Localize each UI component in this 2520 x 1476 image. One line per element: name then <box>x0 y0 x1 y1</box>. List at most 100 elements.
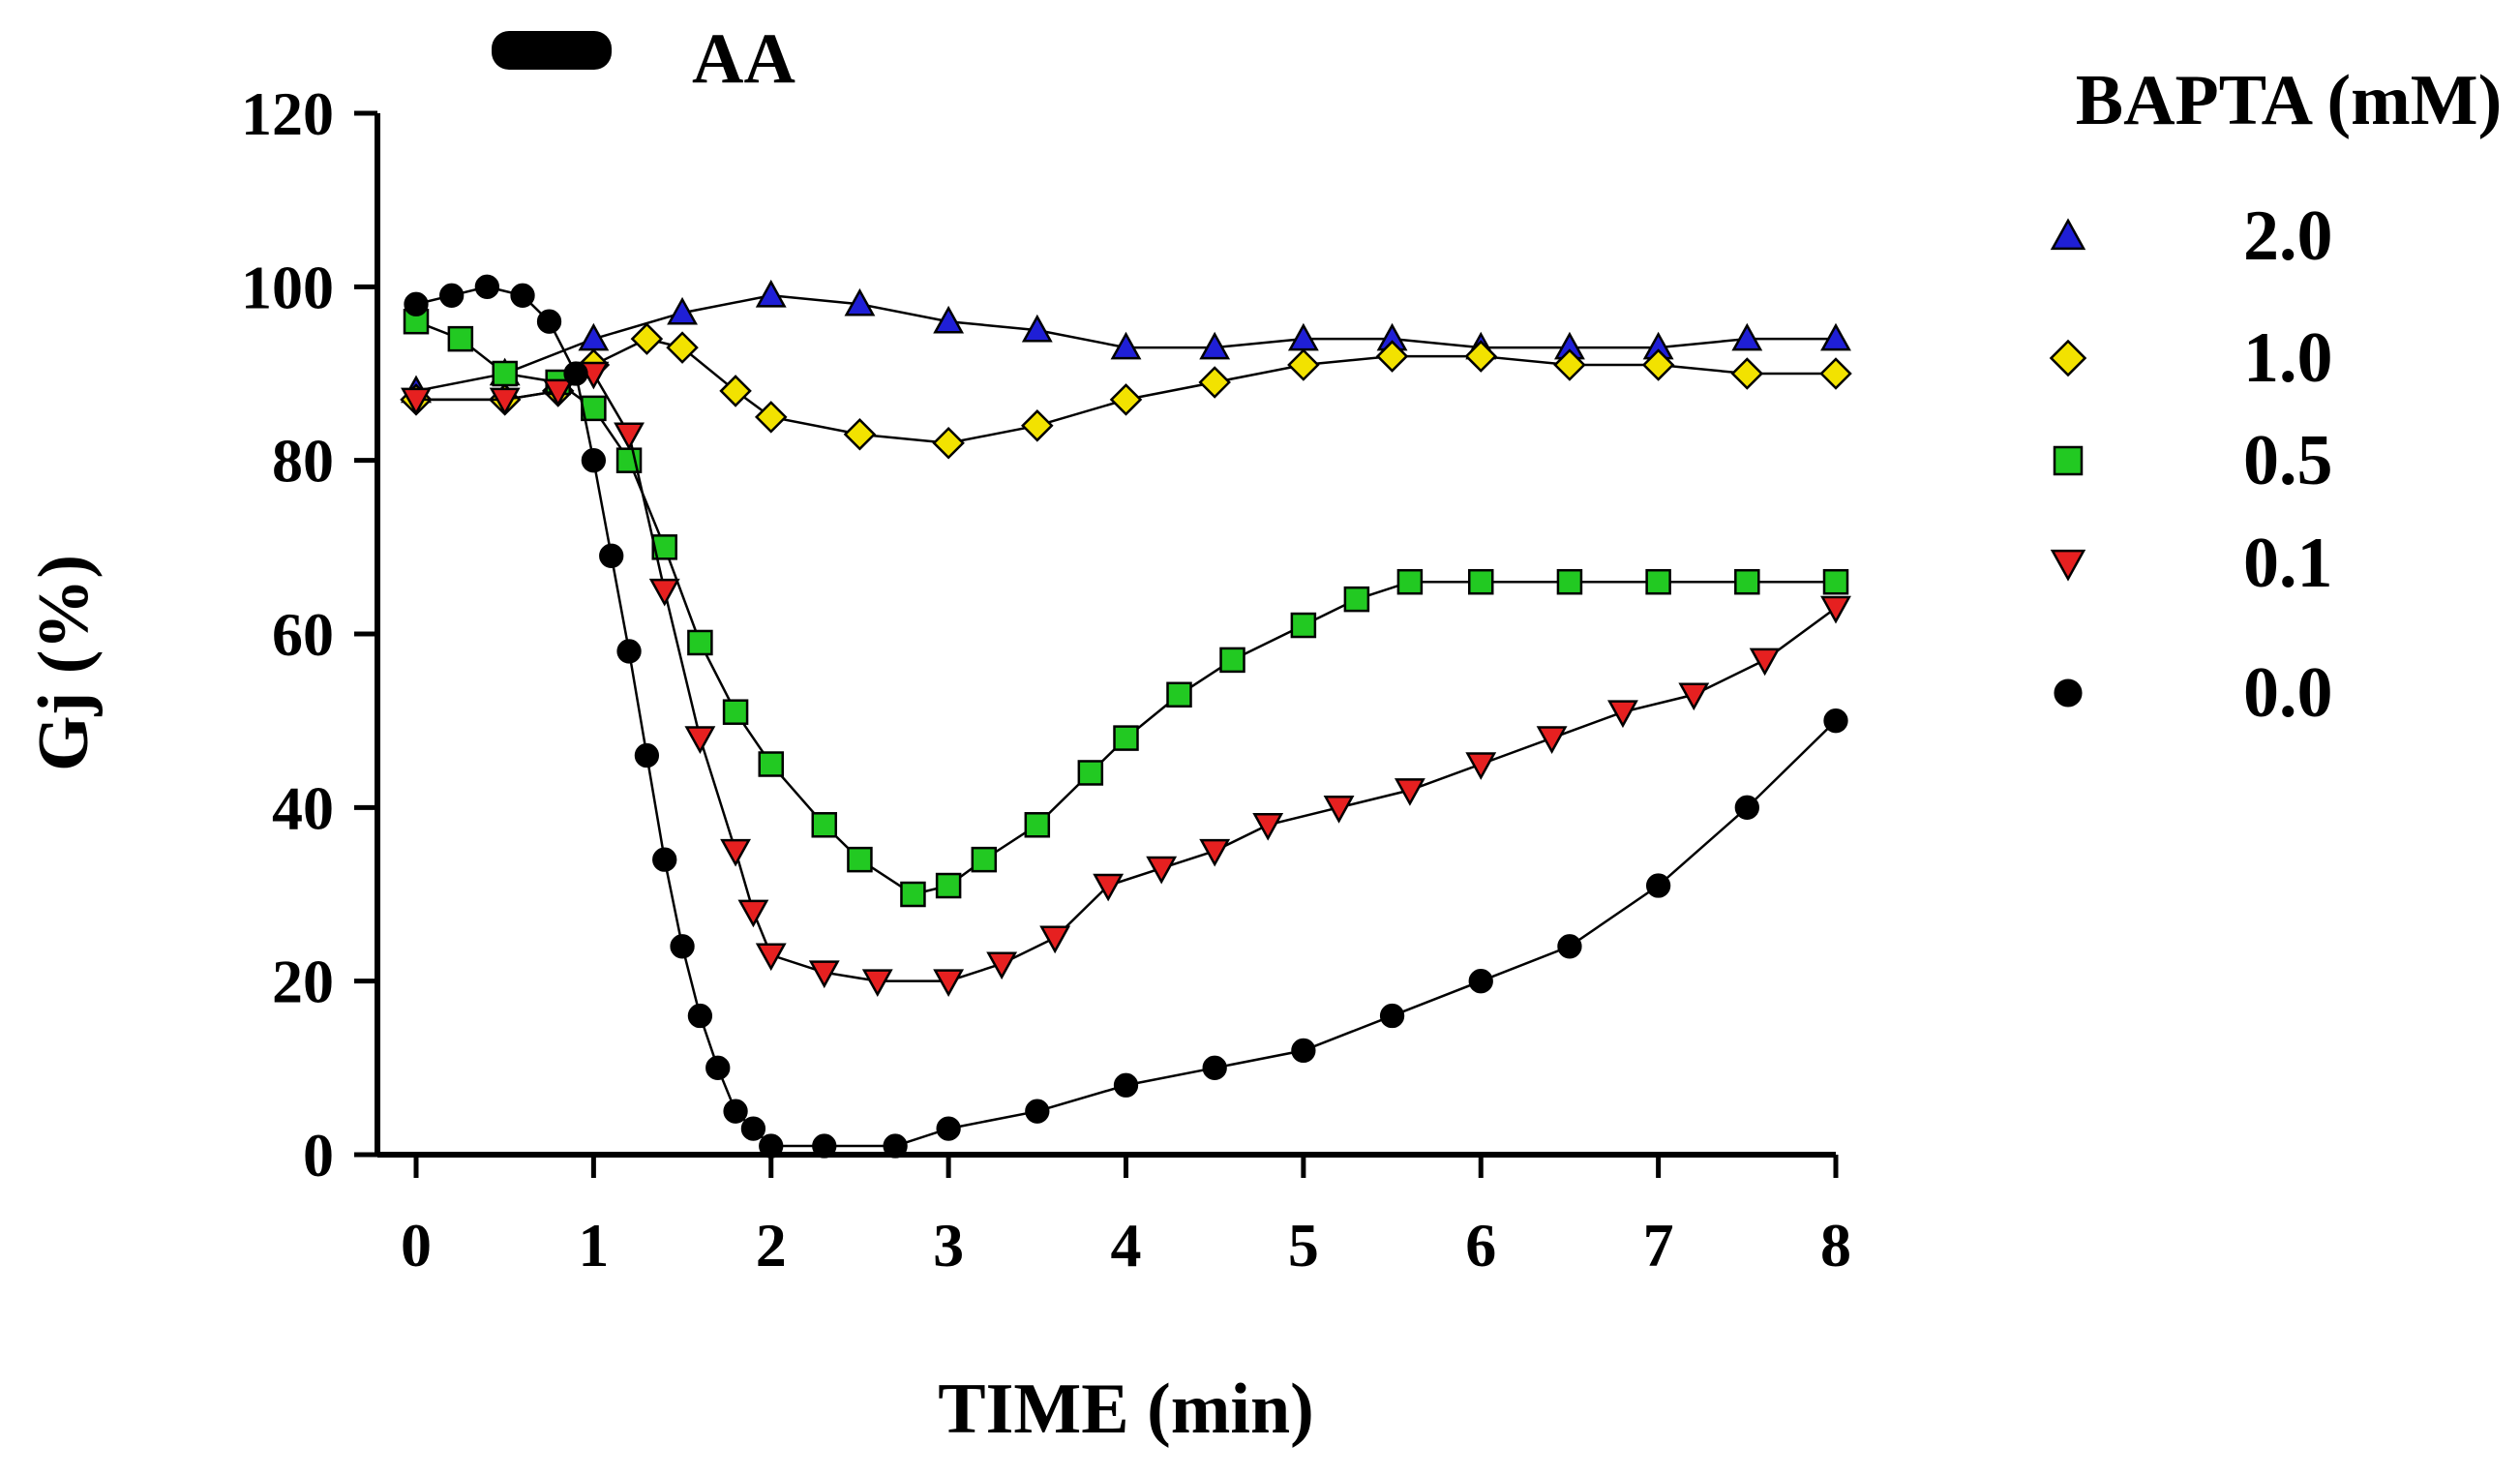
data-point <box>1678 682 1710 711</box>
data-point <box>1375 340 1409 373</box>
data-point <box>1464 340 1498 373</box>
data-point <box>755 279 787 308</box>
data-point <box>1820 595 1851 624</box>
data-point <box>492 360 518 387</box>
data-point <box>1093 873 1125 902</box>
aa-label: AA <box>692 19 795 99</box>
data-point <box>1343 586 1370 613</box>
legend-entry: 0.0 <box>2054 653 2333 733</box>
data-point <box>1021 409 1054 442</box>
data-point <box>1557 934 1582 959</box>
data-point <box>563 361 588 386</box>
aa-bar <box>492 31 612 70</box>
data-point <box>808 960 840 989</box>
data-point <box>1819 357 1852 390</box>
data-point <box>1113 1072 1139 1098</box>
data-point <box>536 309 562 334</box>
data-point <box>634 742 660 768</box>
data-point <box>1645 873 1671 898</box>
data-point <box>740 1116 766 1141</box>
data-point <box>1039 925 1071 954</box>
data-point <box>1607 700 1638 729</box>
y-tick-label: 20 <box>272 948 334 1016</box>
data-point <box>755 943 787 972</box>
data-point <box>935 872 962 899</box>
data-point <box>1645 568 1671 595</box>
data-point <box>1287 322 1319 351</box>
data-point <box>666 331 699 364</box>
data-point <box>1323 796 1355 824</box>
data-point <box>581 448 607 473</box>
legend-marker <box>2053 445 2084 476</box>
data-point <box>1199 838 1231 867</box>
data-point <box>1021 314 1053 343</box>
data-point <box>705 1055 731 1080</box>
aa-annotation: AA <box>492 19 795 99</box>
x-tick-label: 2 <box>756 1211 787 1280</box>
y-tick-label: 120 <box>241 79 334 148</box>
series-0.5 <box>403 308 1849 908</box>
data-point <box>687 629 713 656</box>
data-point <box>1468 969 1493 994</box>
data-point <box>758 751 784 777</box>
data-point <box>1290 612 1317 639</box>
axes: 0 1 2 3 4 5 6 7 8 0 20 40 60 80 100 120 <box>241 79 1851 1280</box>
data-point <box>933 305 965 334</box>
data-point <box>936 1116 961 1141</box>
data-point <box>1734 795 1759 820</box>
series-line <box>415 320 1836 896</box>
data-point <box>1252 812 1284 841</box>
data-point <box>1024 812 1051 838</box>
data-point <box>1823 708 1848 734</box>
data-point <box>542 378 574 407</box>
data-point <box>843 417 877 451</box>
legend-entry: 0.5 <box>2053 421 2333 500</box>
data-point <box>1109 383 1143 416</box>
x-axis-title: TIME (min) <box>938 1370 1314 1449</box>
data-point <box>1822 568 1849 595</box>
data-point <box>1379 1003 1405 1029</box>
data-point <box>1219 647 1245 674</box>
data-point <box>1394 778 1425 806</box>
legend-marker <box>2049 339 2087 377</box>
legend-marker <box>2050 549 2086 582</box>
x-tick-label: 8 <box>1820 1211 1851 1280</box>
data-point <box>1734 568 1760 595</box>
data-point <box>1287 348 1320 381</box>
data-point <box>1820 322 1851 351</box>
legend: BAPTA (mM) 2.0 1.0 0.5 0.1 0.0 <box>2049 61 2502 733</box>
legend-label: 2.0 <box>2243 196 2333 276</box>
data-point <box>933 969 965 998</box>
data-point <box>1199 331 1231 360</box>
legend-entry: 0.1 <box>2050 524 2333 603</box>
data-point <box>754 401 788 434</box>
data-point <box>667 296 698 325</box>
y-tick-label: 0 <box>303 1121 334 1190</box>
data-point <box>1731 322 1763 351</box>
data-point <box>1025 1099 1050 1124</box>
data-point <box>861 969 893 998</box>
data-point <box>811 812 838 838</box>
data-point <box>403 308 430 335</box>
data-point <box>1198 366 1231 399</box>
legend-entry: 2.0 <box>2050 196 2333 276</box>
data-point <box>720 838 751 867</box>
x-ticks: 0 1 2 3 4 5 6 7 8 <box>401 1155 1851 1280</box>
legend-label: 0.1 <box>2243 524 2333 603</box>
plot-area <box>400 274 1852 1159</box>
data-point <box>1730 357 1764 390</box>
legend-marker <box>2054 678 2083 708</box>
data-point <box>1146 856 1178 885</box>
data-point <box>1465 752 1497 780</box>
x-tick-label: 6 <box>1465 1211 1496 1280</box>
data-point <box>614 422 645 451</box>
data-point <box>719 375 752 407</box>
data-point <box>737 899 769 928</box>
data-point <box>648 578 680 607</box>
data-point <box>1553 348 1586 381</box>
data-point <box>932 426 965 460</box>
data-point <box>489 387 521 416</box>
data-point <box>447 325 474 352</box>
x-tick-label: 0 <box>401 1211 432 1280</box>
